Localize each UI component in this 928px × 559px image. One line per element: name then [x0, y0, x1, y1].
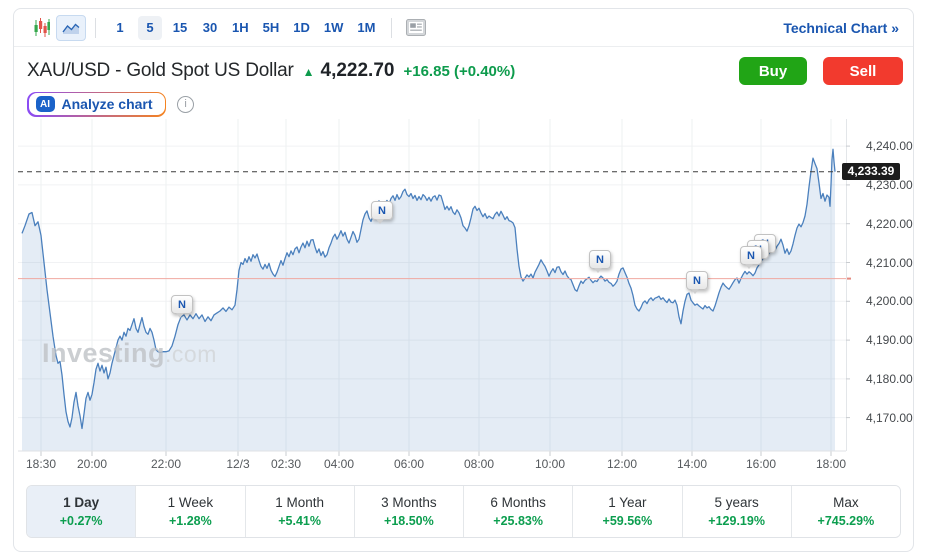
interval-button-5h[interactable]: 5H: [259, 16, 284, 40]
news-marker[interactable]: N: [740, 246, 762, 269]
y-axis-label: 4,240.00: [866, 139, 913, 153]
toolbar-divider: [391, 17, 393, 38]
analyze-chart-label: Analyze chart: [61, 96, 153, 112]
x-axis-label: 22:00: [150, 457, 182, 471]
x-axis-label: 14:00: [676, 457, 708, 471]
price-series-plot: [18, 119, 851, 456]
candlestick-chart-button[interactable]: [26, 15, 56, 41]
y-axis-label: 4,170.00: [866, 411, 913, 425]
instrument-title: XAU/USD - Gold Spot US Dollar: [27, 60, 294, 81]
price-change: +16.85 (+0.40%): [403, 63, 516, 80]
news-marker[interactable]: N: [371, 201, 393, 224]
interval-button-1[interactable]: 1: [108, 16, 132, 40]
price-chart[interactable]: Investing.com 4,240.00 4,230.00 4,220.00 4,2…: [14, 119, 913, 473]
last-price-badge: 4,233.39: [842, 163, 900, 180]
analyze-chart-button[interactable]: AI Analyze chart: [27, 91, 167, 117]
x-axis-label: 16:00: [745, 457, 777, 471]
x-axis-label: 08:00: [463, 457, 495, 471]
y-axis-label: 4,210.00: [866, 256, 913, 270]
y-axis-label: 4,220.00: [866, 217, 913, 231]
price-up-arrow-icon: ▲: [302, 65, 315, 79]
news-icon: [406, 19, 427, 36]
y-axis-label: 4,200.00: [866, 294, 913, 308]
area-chart-button[interactable]: [56, 14, 86, 41]
buy-button[interactable]: Buy: [739, 57, 807, 85]
x-axis-label: 06:00: [393, 457, 425, 471]
interval-button-1h[interactable]: 1H: [228, 16, 253, 40]
x-axis-label: 18:30: [25, 457, 57, 471]
tab-1-month[interactable]: 1 Month +5.41%: [245, 486, 355, 537]
x-axis-label: 12:00: [606, 457, 638, 471]
news-events-button[interactable]: [401, 15, 431, 41]
interval-button-1m[interactable]: 1M: [353, 16, 379, 40]
x-axis-label: 04:00: [323, 457, 355, 471]
y-axis-label: 4,190.00: [866, 333, 913, 347]
chart-widget-card: 1 5 15 30 1H 5H 1D 1W 1M Technical Cha: [13, 8, 914, 552]
interval-button-1w[interactable]: 1W: [320, 16, 348, 40]
x-axis-label: 02:30: [270, 457, 302, 471]
news-marker[interactable]: N: [171, 295, 193, 318]
technical-chart-link[interactable]: Technical Chart »: [783, 19, 899, 36]
interval-button-5[interactable]: 5: [138, 15, 162, 40]
x-axis-label: 20:00: [76, 457, 108, 471]
last-price-value: 4,222.70: [320, 60, 395, 81]
candlestick-icon: [34, 17, 50, 37]
x-axis-label: 18:00: [815, 457, 847, 471]
info-icon[interactable]: i: [177, 95, 195, 113]
instrument-header: XAU/USD - Gold Spot US Dollar ▲ 4,222.70…: [14, 47, 913, 87]
y-axis-label: 4,230.00: [866, 178, 913, 192]
interval-button-15[interactable]: 15: [168, 16, 192, 40]
interval-button-1d[interactable]: 1D: [289, 16, 314, 40]
x-axis-label: 10:00: [534, 457, 566, 471]
tab-5-years[interactable]: 5 years +129.19%: [682, 486, 792, 537]
analyze-row: AI Analyze chart i: [14, 87, 913, 117]
sell-button[interactable]: Sell: [823, 57, 903, 85]
area-chart-icon: [62, 22, 80, 34]
y-axis-label: 4,180.00: [866, 372, 913, 386]
tab-1-year[interactable]: 1 Year +59.56%: [573, 486, 683, 537]
toolbar-divider: [95, 17, 96, 38]
watermark: Investing.com: [42, 338, 217, 368]
x-axis-label: 12/3: [226, 457, 250, 471]
tab-1-week[interactable]: 1 Week +1.28%: [136, 486, 246, 537]
tab-3-months[interactable]: 3 Months +18.50%: [354, 486, 464, 537]
ai-badge-icon: AI: [35, 96, 55, 112]
news-marker[interactable]: N: [686, 271, 708, 294]
period-tabs: 1 Day +0.27% 1 Week +1.28% 1 Month +5.41…: [26, 485, 901, 538]
news-marker[interactable]: N: [589, 250, 611, 273]
tab-1-day[interactable]: 1 Day +0.27%: [27, 486, 137, 537]
interval-button-30[interactable]: 30: [198, 16, 222, 40]
tab-max[interactable]: Max +745.29%: [791, 486, 900, 537]
chart-toolbar: 1 5 15 30 1H 5H 1D 1W 1M Technical Cha: [14, 9, 913, 47]
tab-6-months[interactable]: 6 Months +25.83%: [464, 486, 574, 537]
